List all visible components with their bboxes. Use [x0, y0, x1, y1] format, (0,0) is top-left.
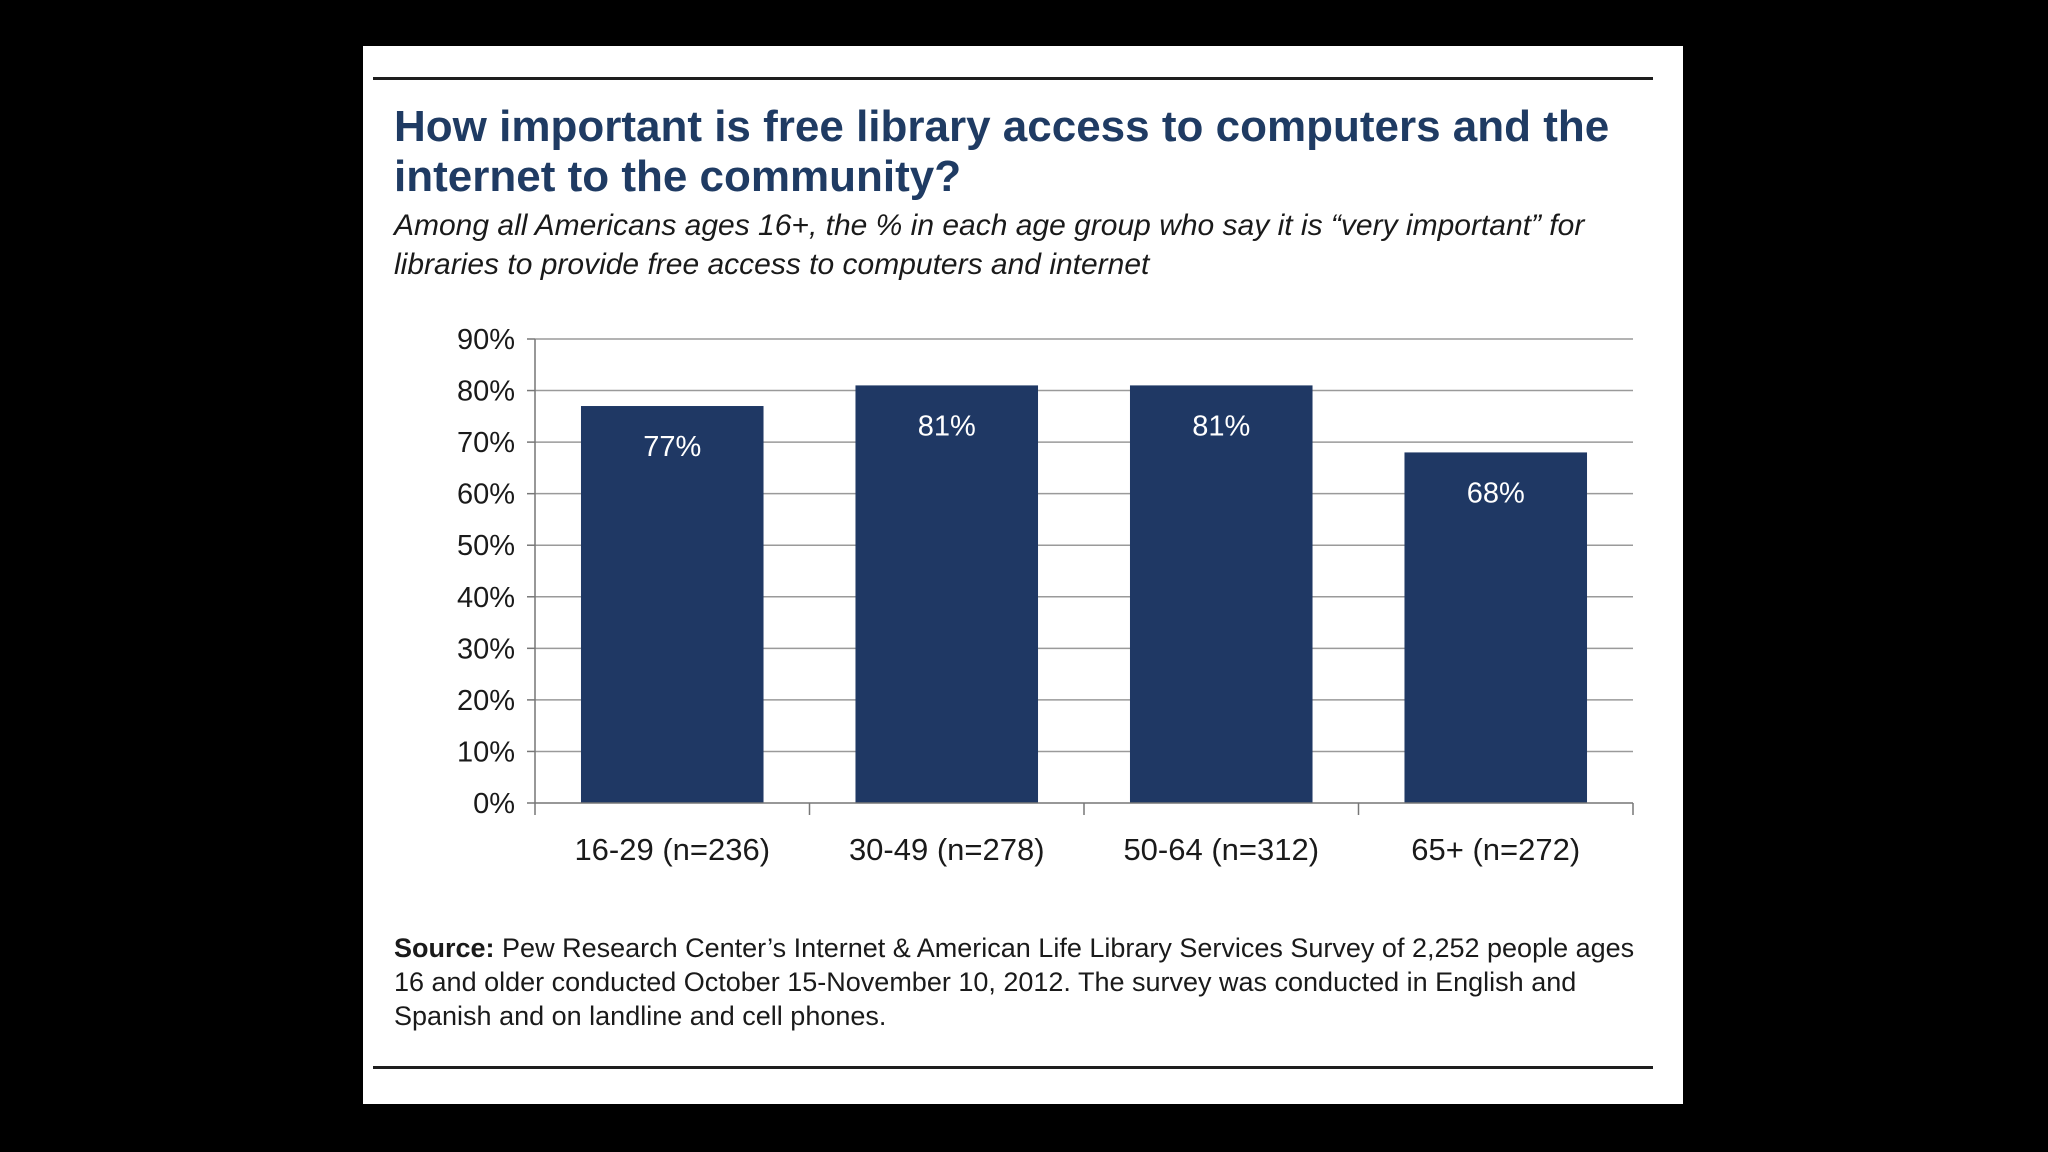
y-tick-label: 20%	[457, 685, 515, 717]
y-tick-label: 30%	[457, 633, 515, 665]
x-tick-label: 50-64 (n=312)	[1123, 832, 1319, 867]
chart-subtitle: Among all Americans ages 16+, the % in e…	[394, 209, 1585, 281]
y-tick-label: 10%	[457, 736, 515, 768]
chart-title: How important is free library access to …	[394, 102, 1610, 201]
source-note: Source: Pew Research Center’s Internet &…	[394, 931, 1654, 1033]
source-label: Source:	[394, 933, 495, 963]
x-tick-label: 65+ (n=272)	[1411, 832, 1580, 867]
bars	[580, 385, 1588, 803]
labels: 0% 10% 20% 30% 40% 50% 60% 70% 80% 90% 77% 16-29 (n…	[457, 324, 1580, 867]
bar	[1129, 385, 1313, 803]
y-tick-label: 70%	[457, 427, 515, 459]
x-tick-label: 30-49 (n=278)	[849, 832, 1045, 867]
source-text: Pew Research Center’s Internet & America…	[394, 933, 1635, 1031]
x-tick-label: 16-29 (n=236)	[574, 832, 770, 867]
axes	[527, 338, 1634, 815]
y-tick-label: 90%	[457, 324, 515, 356]
bottom-rule	[373, 1066, 1653, 1069]
y-tick-label: 50%	[457, 530, 515, 562]
bar	[580, 406, 764, 803]
bar-chart: 0% 10% 20% 30% 40% 50% 60% 70% 80% 90% 77% 16-29 (n…	[457, 324, 1634, 867]
y-tick-label: 40%	[457, 582, 515, 614]
top-rule	[373, 77, 1653, 80]
bar-value-label: 81%	[1192, 410, 1250, 442]
y-tick-label: 60%	[457, 479, 515, 511]
chart-card: How important is free library access to …	[363, 46, 1683, 1104]
bar-value-label: 68%	[1467, 477, 1525, 509]
bar	[1404, 452, 1588, 803]
y-tick-label: 0%	[473, 788, 515, 820]
y-tick-label: 80%	[457, 376, 515, 408]
bar-value-label: 77%	[643, 431, 701, 463]
bar	[855, 385, 1039, 803]
bar-value-label: 81%	[918, 410, 976, 442]
